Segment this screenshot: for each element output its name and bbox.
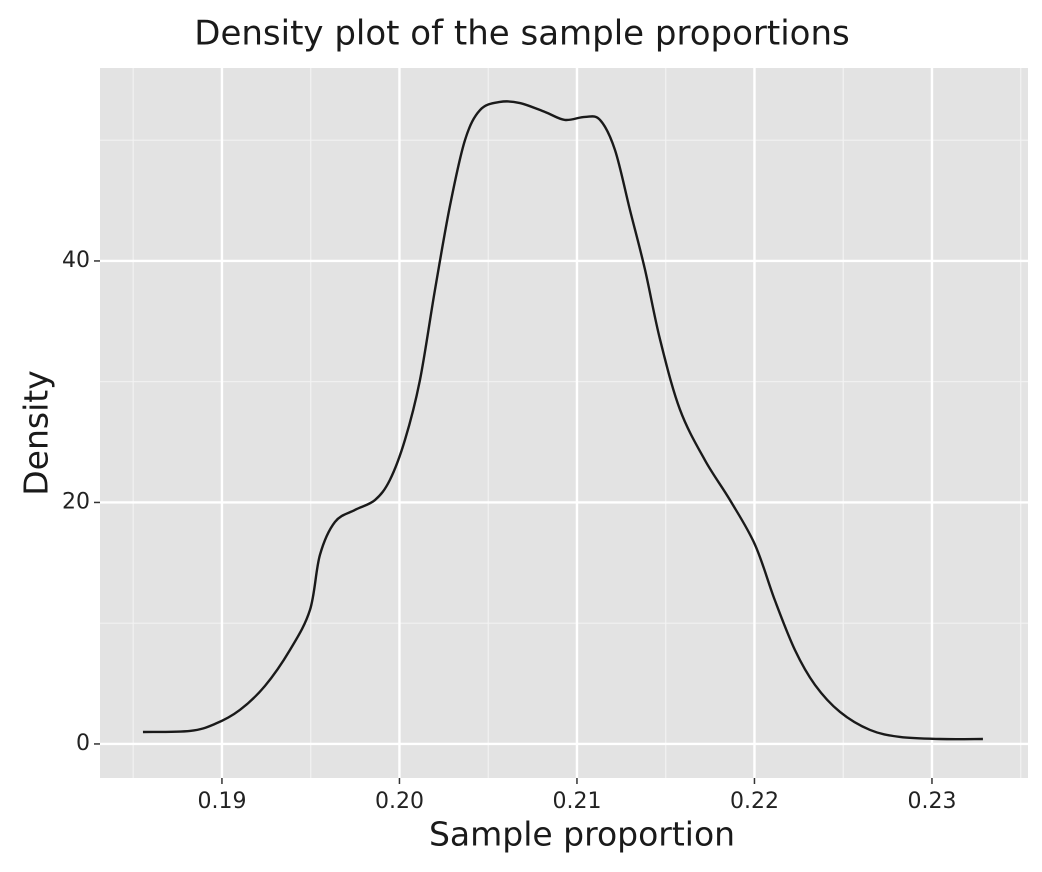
x-tick-label: 0.22: [730, 789, 779, 814]
y-tick-label: 40: [62, 248, 90, 273]
x-axis-label: Sample proportion: [429, 815, 735, 854]
x-tick-label: 0.23: [907, 789, 956, 814]
x-tick-label: 0.21: [552, 789, 601, 814]
plot-panel: [100, 68, 1028, 778]
y-axis-label: Density: [17, 370, 56, 495]
y-tick-label: 20: [62, 489, 90, 514]
x-tick-label: 0.19: [197, 789, 246, 814]
chart-title: Density plot of the sample proportions: [194, 14, 849, 54]
x-tick-label: 0.20: [375, 789, 424, 814]
density-line: [142, 100, 983, 741]
y-tick-label: 0: [76, 731, 90, 756]
